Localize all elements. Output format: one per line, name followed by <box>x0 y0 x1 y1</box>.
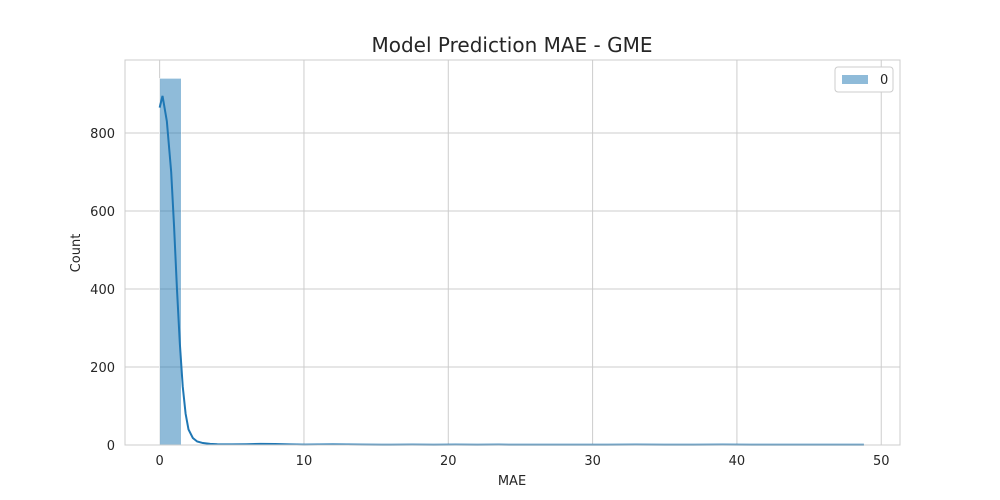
legend: 0 <box>834 66 894 93</box>
histogram-bar <box>159 78 182 446</box>
plot-frame <box>124 59 901 446</box>
legend-label: 0 <box>880 73 888 88</box>
y-axis-label: Count <box>69 234 84 273</box>
chart-title: Model Prediction MAE - GME <box>371 33 652 57</box>
y-tick-label: 800 <box>90 127 115 142</box>
y-tick-label: 600 <box>90 205 115 220</box>
x-tick-label: 10 <box>296 454 313 469</box>
legend-swatch <box>842 75 868 84</box>
x-axis-label: MAE <box>498 474 526 489</box>
x-axis-ticks: 0 10 20 30 40 50 <box>155 454 889 469</box>
y-tick-label: 400 <box>90 283 115 298</box>
x-tick-label: 30 <box>584 454 601 469</box>
x-tick-label: 50 <box>873 454 890 469</box>
x-tick-label: 40 <box>729 454 746 469</box>
y-tick-label: 200 <box>90 361 115 376</box>
x-tick-label: 20 <box>440 454 457 469</box>
y-tick-label: 0 <box>107 439 115 454</box>
y-axis-ticks: 0 200 400 600 800 <box>90 127 115 454</box>
x-tick-label: 0 <box>155 454 163 469</box>
